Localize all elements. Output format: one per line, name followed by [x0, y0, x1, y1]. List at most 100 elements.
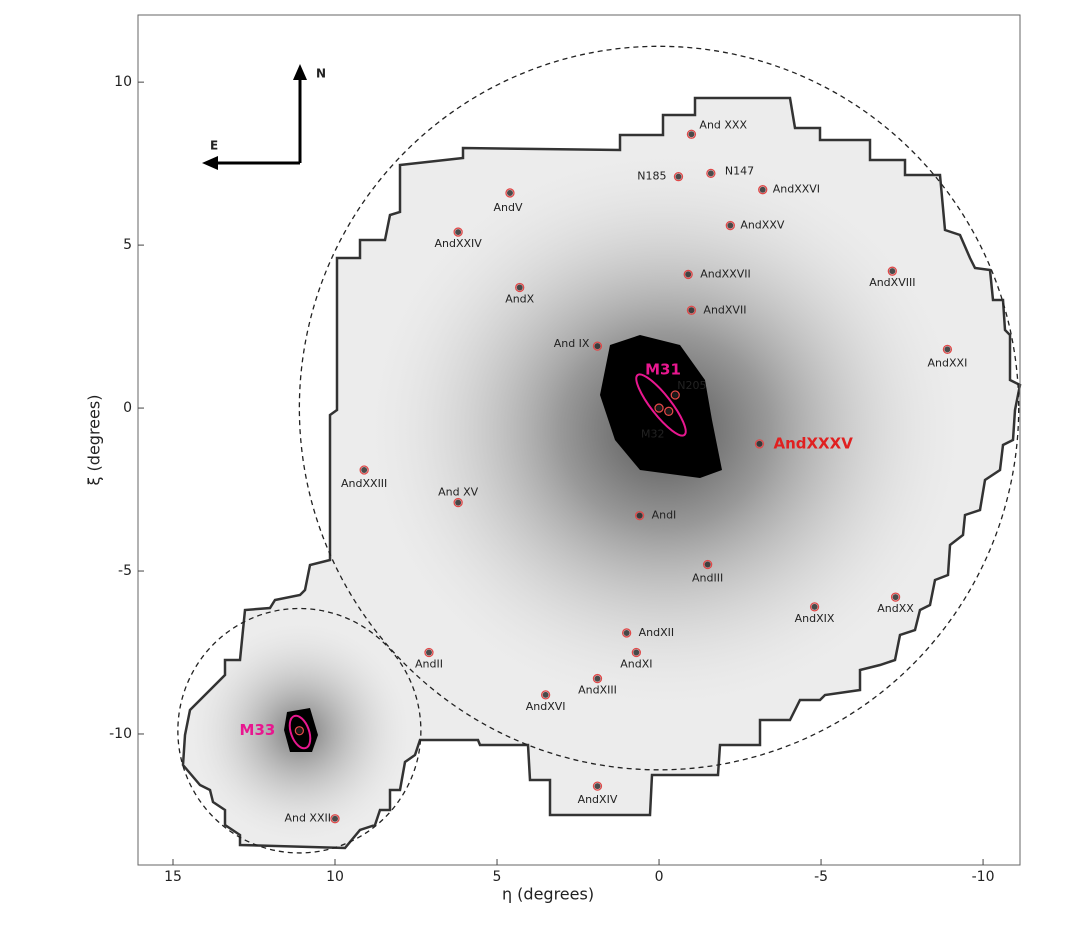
galaxy-label: AndXIII: [578, 684, 617, 697]
y-tick-label: 10: [114, 74, 132, 90]
dwarf-core: [756, 440, 763, 447]
dwarf-core: [707, 170, 714, 177]
galaxy-label: AndV: [493, 201, 522, 214]
galaxy-label: AndXXI: [928, 356, 968, 369]
x-tick-label: 15: [164, 869, 182, 885]
dwarf-core: [944, 346, 951, 353]
plot-frame: [137, 14, 1021, 866]
galaxy-label: AndXIX: [795, 612, 835, 625]
y-axis-label: ξ (degrees): [85, 395, 104, 486]
galaxy-label: AndXIV: [578, 793, 618, 806]
dwarf-core: [892, 594, 899, 601]
galaxy-marker: [654, 403, 664, 413]
dwarf-core: [636, 512, 643, 519]
galaxy-label: N205: [677, 379, 706, 392]
galaxy-marker: [592, 341, 603, 351]
galaxy-marker: [634, 510, 645, 521]
galaxy-marker: [505, 188, 515, 198]
dwarf-core: [889, 268, 896, 275]
galaxy-marker: [453, 227, 463, 237]
galaxy-label: And XXX: [699, 118, 747, 131]
x-tick-label: 10: [326, 869, 344, 885]
dwarf-core: [542, 691, 549, 698]
galaxy-marker: [686, 305, 697, 315]
dwarf-core: [656, 405, 663, 412]
galaxy-label: And XXII: [284, 812, 331, 825]
dwarf-core: [675, 173, 682, 180]
galaxy-marker: [592, 673, 603, 684]
galaxy-label: AndXXVI: [773, 183, 820, 196]
galaxy-label: AndXXIV: [434, 237, 482, 250]
galaxy-marker: [758, 185, 768, 195]
galaxy-marker: [424, 647, 434, 658]
galaxy-label: AndXI: [620, 658, 652, 671]
galaxy-marker: [673, 172, 684, 182]
galaxy-label: N147: [725, 164, 754, 177]
dwarf-core: [361, 466, 368, 473]
galaxy-marker: [809, 602, 820, 612]
galaxy-marker: [942, 344, 953, 355]
galaxy-label: AndXXXV: [773, 434, 853, 452]
dwarf-core: [296, 727, 303, 734]
galaxy-marker: [515, 282, 525, 293]
dwarf-core: [811, 603, 818, 610]
x-tick-label: 5: [493, 869, 502, 885]
galaxy-label: AndXX: [877, 602, 914, 615]
galaxy-label: M31: [645, 361, 681, 379]
galaxy-marker: [887, 266, 897, 276]
galaxy-label: And IX: [554, 337, 590, 350]
galaxy-marker: [621, 628, 632, 638]
galaxy-marker: [359, 465, 369, 475]
galaxy-label: N185: [637, 170, 666, 183]
m31-disk: [635, 373, 687, 437]
galaxy-label: AndXXV: [740, 219, 785, 232]
galaxy-marker: [890, 592, 901, 602]
galaxy-label: AndXXVII: [700, 267, 751, 280]
boundary-circle: [177, 607, 422, 854]
galaxy-marker: [725, 220, 735, 231]
dwarf-core: [425, 649, 432, 656]
galaxy-marker: [592, 781, 603, 791]
dwarf-core: [633, 649, 640, 656]
dwarf-core: [455, 499, 462, 506]
compass-north: N: [316, 67, 326, 81]
dwarf-core: [672, 392, 679, 399]
dwarf-core: [665, 408, 672, 415]
compass: N E: [202, 64, 326, 170]
galaxy-label: AndXVI: [526, 700, 566, 713]
galaxy-label: AndX: [505, 292, 534, 305]
dwarf-core: [594, 783, 601, 790]
dwarf-core: [506, 189, 513, 196]
galaxy-marker: [686, 129, 697, 139]
dwarf-core: [704, 561, 711, 568]
x-axis-label: η (degrees): [502, 885, 594, 904]
galaxy-marker: [706, 168, 716, 179]
dwarf-core: [759, 186, 766, 193]
dwarf-core: [623, 629, 630, 636]
galaxy-marker: [670, 390, 680, 400]
dwarf-core: [685, 271, 692, 278]
galaxy-marker: [664, 406, 674, 416]
galaxy-marker: [754, 439, 765, 449]
y-tick-label: -10: [109, 726, 132, 742]
galaxy-marker: [453, 497, 463, 508]
compass-east: E: [210, 139, 218, 153]
dwarf-core: [594, 343, 601, 350]
dwarf-core: [688, 307, 695, 314]
galaxy-label: AndXVII: [703, 303, 746, 316]
x-tick-label: -5: [814, 869, 828, 885]
m33-disk: [288, 714, 312, 750]
galaxy-marker: [631, 647, 642, 658]
galaxy-label: AndII: [415, 658, 443, 671]
galaxy-label: AndXXIII: [341, 477, 387, 490]
x-tick-label: 0: [655, 869, 664, 885]
dwarf-core: [332, 815, 339, 822]
galaxy-label: And XV: [438, 486, 479, 499]
galaxy-label: M32: [641, 427, 665, 440]
x-tick-label: -10: [972, 869, 995, 885]
galaxy-marker: [683, 269, 693, 280]
y-tick-label: 0: [123, 400, 132, 416]
galaxy-marker: [330, 814, 340, 824]
galaxy-label: AndXVIII: [869, 276, 915, 289]
